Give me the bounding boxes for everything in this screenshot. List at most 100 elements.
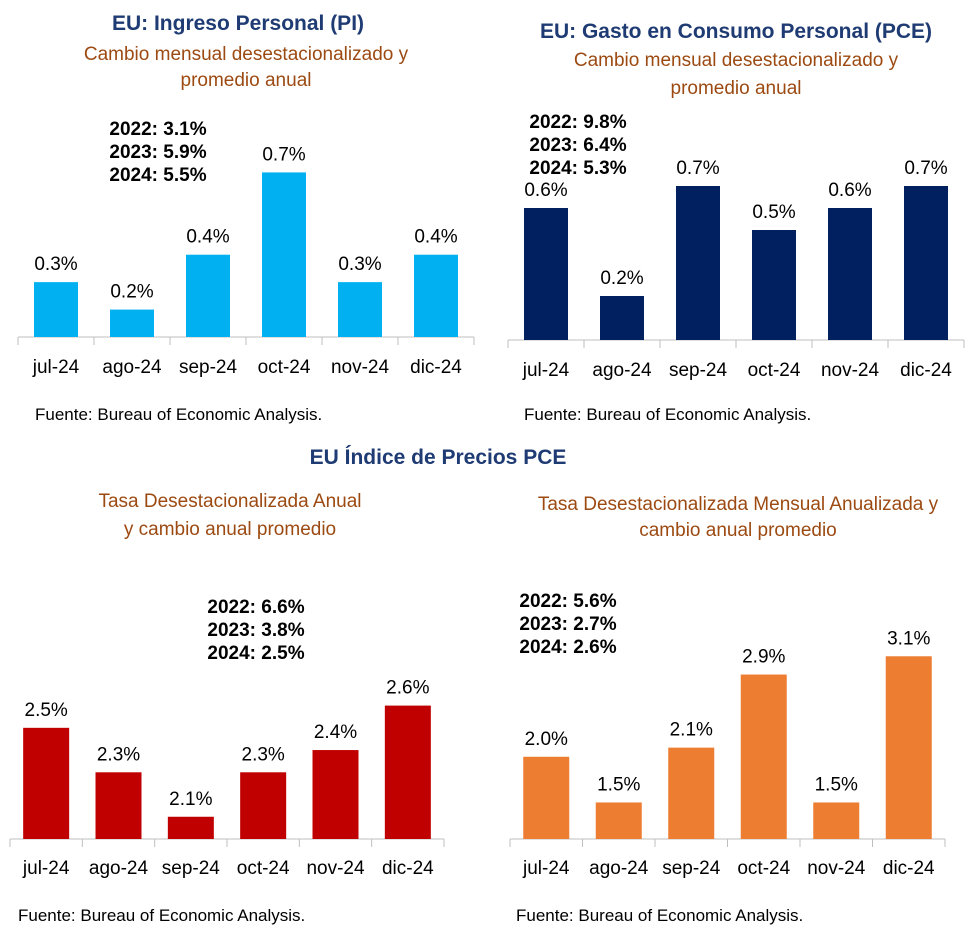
annual-average-annotation: 2022: 6.6% <box>207 597 304 618</box>
data-label: 3.1% <box>887 628 930 649</box>
bar <box>262 172 306 337</box>
bar <box>34 282 78 337</box>
chart-subtitle: Tasa Desestacionalizada Anual <box>98 491 361 512</box>
chart-subtitle: promedio anual <box>181 70 312 91</box>
bar <box>668 747 715 839</box>
data-label: 0.4% <box>414 227 457 248</box>
data-label: 0.4% <box>186 227 229 248</box>
data-label: 1.5% <box>597 774 640 795</box>
bar <box>167 816 214 839</box>
bar <box>95 772 142 839</box>
annual-average-annotation: 2024: 5.3% <box>529 158 626 179</box>
bar <box>23 727 70 839</box>
source-note: Fuente: Bureau of Economic Analysis. <box>516 906 803 925</box>
data-label: 0.3% <box>338 254 381 275</box>
chart-subtitle: Cambio mensual desestacionalizado y <box>84 44 409 65</box>
annual-average-annotation: 2022: 9.8% <box>529 112 626 133</box>
bar <box>595 802 642 839</box>
bar <box>384 705 431 839</box>
data-label: 2.4% <box>314 722 357 743</box>
data-label: 0.2% <box>110 282 153 303</box>
bar <box>904 186 948 340</box>
x-tick-label: nov-24 <box>807 858 866 879</box>
x-tick-label: ago-24 <box>592 360 652 381</box>
data-label: 0.7% <box>904 158 947 179</box>
x-tick-label: ago-24 <box>589 858 649 879</box>
data-label: 0.6% <box>828 180 871 201</box>
bar <box>752 230 796 340</box>
annual-average-annotation: 2023: 6.4% <box>529 135 626 156</box>
annual-average-annotation: 2022: 3.1% <box>109 119 206 140</box>
bar <box>885 656 932 839</box>
data-label: 2.9% <box>742 647 785 668</box>
chart-title: EU: Gasto en Consumo Personal (PCE) <box>540 20 932 43</box>
x-tick-label: nov-24 <box>331 357 390 378</box>
x-tick-label: dic-24 <box>410 357 462 378</box>
data-label: 2.1% <box>670 720 713 741</box>
data-label: 0.5% <box>752 202 795 223</box>
x-tick-label: sep-24 <box>669 360 728 381</box>
data-label: 2.0% <box>525 729 568 750</box>
x-tick-label: jul-24 <box>22 858 70 879</box>
data-label: 2.3% <box>242 744 285 765</box>
data-label: 0.7% <box>676 158 719 179</box>
bar <box>600 296 644 340</box>
data-label: 0.6% <box>524 180 567 201</box>
bar <box>828 208 872 340</box>
x-tick-label: ago-24 <box>89 858 149 879</box>
bar <box>813 802 860 839</box>
chart-subtitle: y cambio anual promedio <box>124 519 336 540</box>
x-tick-label: oct-24 <box>737 858 790 879</box>
x-tick-label: sep-24 <box>662 858 721 879</box>
x-tick-label: ago-24 <box>102 357 162 378</box>
bar <box>186 254 230 337</box>
chart-subtitle: Cambio mensual desestacionalizado y <box>574 50 899 71</box>
chart-subtitle: cambio anual promedio <box>639 520 837 541</box>
source-note: Fuente: Bureau of Economic Analysis. <box>35 405 322 424</box>
x-tick-label: dic-24 <box>382 858 434 879</box>
bar <box>240 772 287 839</box>
data-label: 2.5% <box>25 700 68 721</box>
annual-average-annotation: 2024: 2.6% <box>519 637 616 658</box>
x-tick-label: jul-24 <box>522 360 570 381</box>
x-tick-label: jul-24 <box>522 858 570 879</box>
chart-title: EU: Ingreso Personal (PI) <box>112 12 364 35</box>
x-tick-label: dic-24 <box>900 360 952 381</box>
bar <box>523 756 570 839</box>
x-tick-label: sep-24 <box>179 357 238 378</box>
data-label: 0.2% <box>600 268 643 289</box>
x-tick-label: dic-24 <box>883 858 935 879</box>
annual-average-annotation: 2022: 5.6% <box>519 591 616 612</box>
annual-average-annotation: 2023: 3.8% <box>207 620 304 641</box>
x-tick-label: nov-24 <box>821 360 880 381</box>
data-label: 2.6% <box>386 678 429 699</box>
chart-subtitle: promedio anual <box>671 78 802 99</box>
source-note: Fuente: Bureau of Economic Analysis. <box>18 906 305 925</box>
bar <box>338 282 382 337</box>
bar <box>676 186 720 340</box>
bar <box>524 208 568 340</box>
data-label: 0.3% <box>34 254 77 275</box>
bar <box>414 254 458 337</box>
annual-average-annotation: 2024: 5.5% <box>109 165 206 186</box>
x-tick-label: jul-24 <box>32 357 80 378</box>
annual-average-annotation: 2023: 2.7% <box>519 614 616 635</box>
x-tick-label: oct-24 <box>258 357 311 378</box>
data-label: 2.3% <box>97 744 140 765</box>
bar <box>740 674 787 839</box>
chart-subtitle: Tasa Desestacionalizada Mensual Anualiza… <box>538 494 939 515</box>
x-tick-label: oct-24 <box>237 858 290 879</box>
source-note: Fuente: Bureau of Economic Analysis. <box>524 405 811 424</box>
bar <box>312 750 359 839</box>
annual-average-annotation: 2023: 5.9% <box>109 142 206 163</box>
x-tick-label: oct-24 <box>748 360 801 381</box>
annual-average-annotation: 2024: 2.5% <box>207 643 304 664</box>
data-label: 2.1% <box>169 789 212 810</box>
x-tick-label: nov-24 <box>306 858 365 879</box>
section-title: EU Índice de Precios PCE <box>310 446 567 469</box>
data-label: 1.5% <box>815 774 858 795</box>
x-tick-label: sep-24 <box>162 858 221 879</box>
data-label: 0.7% <box>262 144 305 165</box>
bar <box>110 309 154 337</box>
